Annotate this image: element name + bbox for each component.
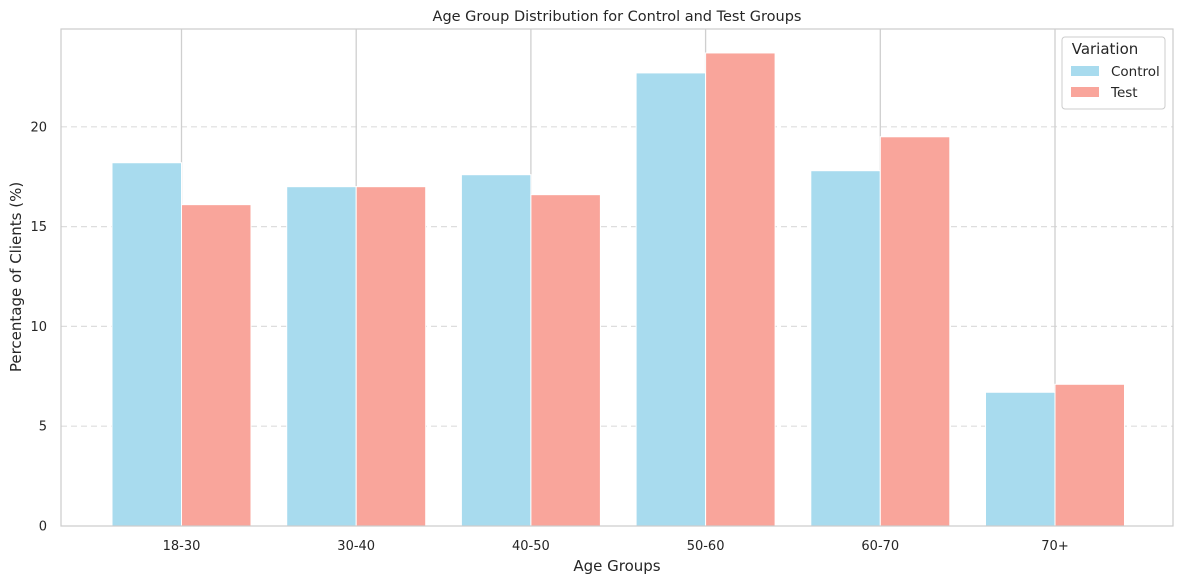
bars-layer	[111, 52, 1125, 527]
bar-control-70+	[985, 391, 1056, 527]
y-tick-label: 10	[30, 320, 47, 335]
y-tick-label: 15	[30, 220, 47, 235]
chart-title: Age Group Distribution for Control and T…	[433, 9, 802, 25]
bar-test-18-30	[181, 204, 252, 527]
x-tick-label: 40-50	[512, 539, 550, 554]
legend-title: Variation	[1072, 40, 1139, 58]
x-tick-label: 18-30	[163, 539, 201, 554]
y-tick-label: 5	[39, 420, 47, 435]
bar-control-50-60	[635, 72, 707, 527]
bar-control-30-40	[286, 186, 357, 527]
x-tick-label: 70+	[1041, 539, 1068, 554]
legend-swatch-test	[1071, 87, 1099, 97]
x-tick-label: 60-70	[861, 539, 899, 554]
legend-swatch-control	[1071, 66, 1099, 76]
bar-test-60-70	[879, 136, 951, 527]
bar-test-50-60	[705, 52, 776, 527]
y-tick-label: 20	[30, 120, 47, 135]
plot-frame	[60, 28, 1174, 527]
y-axis-label: Percentage of Clients (%)	[7, 182, 25, 372]
bar-test-30-40	[355, 186, 427, 527]
bar-test-70+	[1054, 383, 1125, 527]
x-tick-label: 30-40	[337, 539, 375, 554]
x-tick-label: 50-60	[687, 539, 725, 554]
legend: Variation Control Test	[1061, 36, 1166, 110]
bar-control-60-70	[810, 170, 881, 527]
bar-test-40-50	[530, 194, 601, 527]
legend-label-test: Test	[1110, 85, 1138, 101]
ticks-layer: 0 5 10 15 20 18-30 30-40 40-50 50-60 60-70 70+	[30, 120, 1068, 554]
bar-control-40-50	[460, 174, 532, 527]
bar-control-18-30	[111, 162, 182, 527]
x-axis-label: Age Groups	[573, 557, 660, 575]
y-tick-label: 0	[39, 520, 47, 535]
legend-label-control: Control	[1111, 64, 1160, 80]
